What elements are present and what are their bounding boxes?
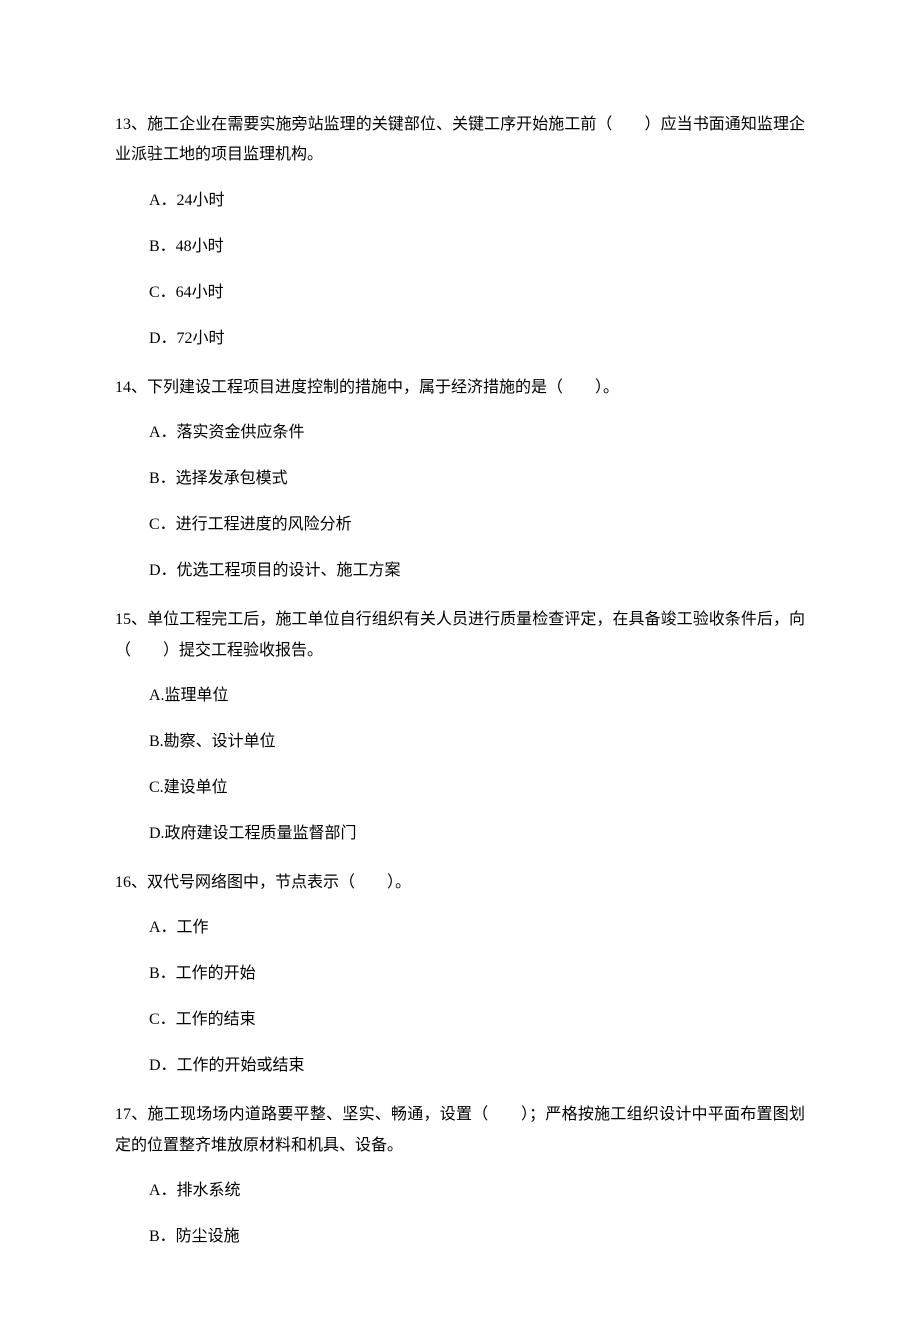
option-c: C．64小时 [149, 281, 805, 305]
question-13: 13、施工企业在需要实施旁站监理的关键部位、关键工序开始施工前（ ）应当书面通知… [115, 110, 805, 351]
options-list: A．24小时 B．48小时 C．64小时 D．72小时 [115, 189, 805, 351]
option-c: C．工作的结束 [149, 1008, 805, 1032]
option-c: C.建设单位 [149, 776, 805, 800]
question-stem: 15、单位工程完工后，施工单位自行组织有关人员进行质量检查评定，在具备竣工验收条… [115, 605, 805, 666]
options-list: A．排水系统 B．防尘设施 [115, 1179, 805, 1249]
option-a: A.监理单位 [149, 684, 805, 708]
question-16: 16、双代号网络图中，节点表示（ ）。 A．工作 B．工作的开始 C．工作的结束… [115, 868, 805, 1078]
option-a: A．工作 [149, 916, 805, 940]
question-stem: 17、施工现场场内道路要平整、坚实、畅通，设置（ ）；严格按施工组织设计中平面布… [115, 1100, 805, 1161]
option-a: A．24小时 [149, 189, 805, 213]
question-14: 14、下列建设工程项目进度控制的措施中，属于经济措施的是（ ）。 A．落实资金供… [115, 373, 805, 583]
question-stem: 14、下列建设工程项目进度控制的措施中，属于经济措施的是（ ）。 [115, 373, 805, 403]
question-17: 17、施工现场场内道路要平整、坚实、畅通，设置（ ）；严格按施工组织设计中平面布… [115, 1100, 805, 1249]
option-b: B．48小时 [149, 235, 805, 259]
option-b: B．防尘设施 [149, 1225, 805, 1249]
option-d: D．工作的开始或结束 [149, 1054, 805, 1078]
options-list: A.监理单位 B.勘察、设计单位 C.建设单位 D.政府建设工程质量监督部门 [115, 684, 805, 846]
option-a: A．排水系统 [149, 1179, 805, 1203]
option-b: B.勘察、设计单位 [149, 730, 805, 754]
question-15: 15、单位工程完工后，施工单位自行组织有关人员进行质量检查评定，在具备竣工验收条… [115, 605, 805, 846]
option-b: B．工作的开始 [149, 962, 805, 986]
question-stem: 13、施工企业在需要实施旁站监理的关键部位、关键工序开始施工前（ ）应当书面通知… [115, 110, 805, 171]
option-a: A．落实资金供应条件 [149, 421, 805, 445]
option-d: D.政府建设工程质量监督部门 [149, 822, 805, 846]
document-page: 13、施工企业在需要实施旁站监理的关键部位、关键工序开始施工前（ ）应当书面通知… [0, 0, 920, 1331]
question-stem: 16、双代号网络图中，节点表示（ ）。 [115, 868, 805, 898]
option-d: D．72小时 [149, 327, 805, 351]
options-list: A．落实资金供应条件 B．选择发承包模式 C．进行工程进度的风险分析 D．优选工… [115, 421, 805, 583]
option-b: B．选择发承包模式 [149, 467, 805, 491]
option-c: C．进行工程进度的风险分析 [149, 513, 805, 537]
option-d: D．优选工程项目的设计、施工方案 [149, 559, 805, 583]
options-list: A．工作 B．工作的开始 C．工作的结束 D．工作的开始或结束 [115, 916, 805, 1078]
